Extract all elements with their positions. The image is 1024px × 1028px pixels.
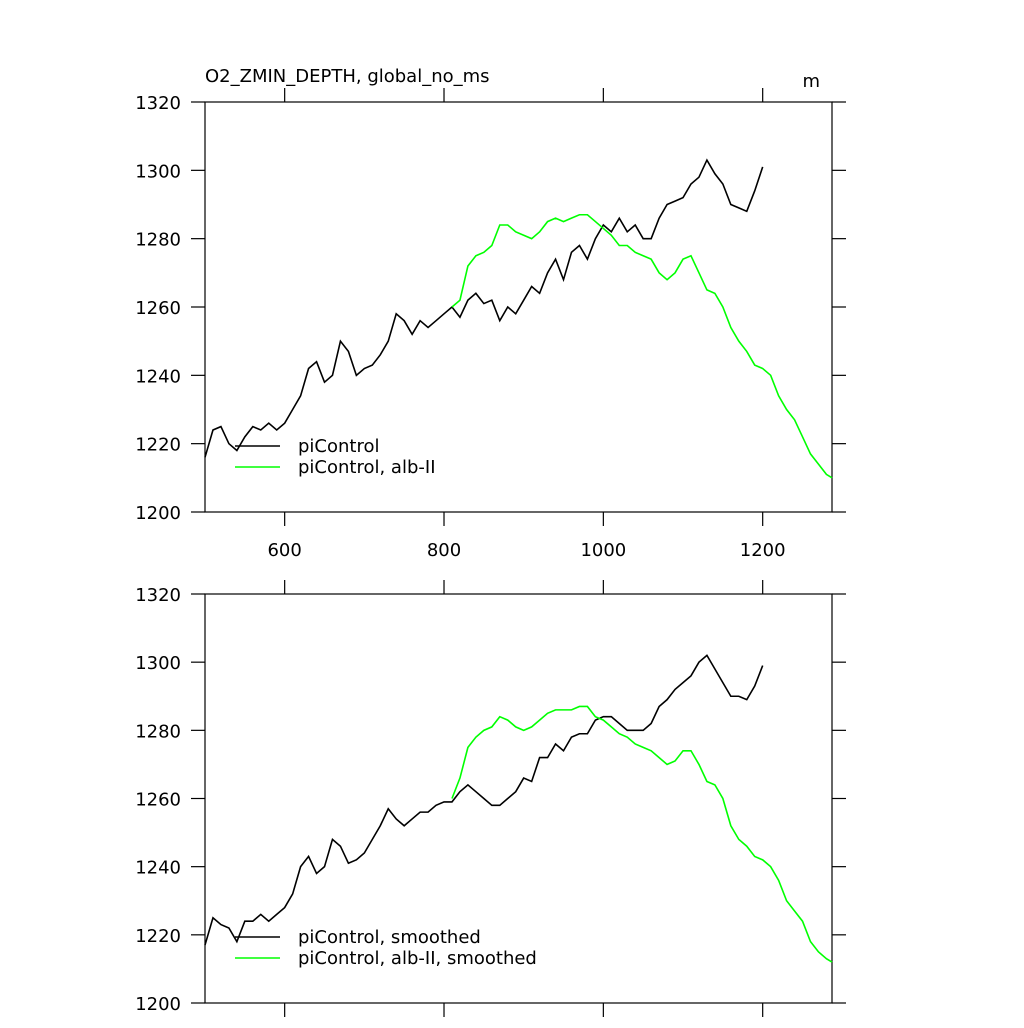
x-tick-label: 800 [427, 540, 461, 561]
y-tick-label: 1260 [135, 298, 181, 319]
y-tick-label: 1320 [135, 585, 181, 606]
chart-title: O2_ZMIN_DEPTH, global_no_ms [205, 66, 490, 87]
y-tick-label: 1300 [135, 653, 181, 674]
legend-label: piControl [298, 436, 380, 457]
y-tick-label: 1240 [135, 366, 181, 387]
legend-label: piControl, smoothed [298, 927, 481, 948]
y-tick-label: 1200 [135, 503, 181, 524]
legend-label: piControl, alb-II [298, 457, 436, 478]
y-tick-label: 1280 [135, 721, 181, 742]
y-tick-label: 1300 [135, 161, 181, 182]
series-line [451, 213, 833, 479]
y-tick-label: 1200 [135, 994, 181, 1015]
legend-label: piControl, alb-II, smoothed [298, 948, 537, 969]
y-tick-label: 1240 [135, 858, 181, 879]
y-tick-label: 1280 [135, 230, 181, 251]
x-tick-label: 1200 [740, 540, 786, 561]
series-line [451, 705, 833, 963]
y-tick-label: 1220 [135, 435, 181, 456]
x-tick-label: 600 [267, 540, 301, 561]
y-tick-label: 1260 [135, 790, 181, 811]
series-line [204, 158, 764, 458]
x-tick-label: 1000 [580, 540, 626, 561]
y-tick-label: 1320 [135, 93, 181, 114]
y-tick-label: 1220 [135, 926, 181, 947]
unit-label: m [802, 71, 820, 92]
series-line [204, 654, 764, 946]
